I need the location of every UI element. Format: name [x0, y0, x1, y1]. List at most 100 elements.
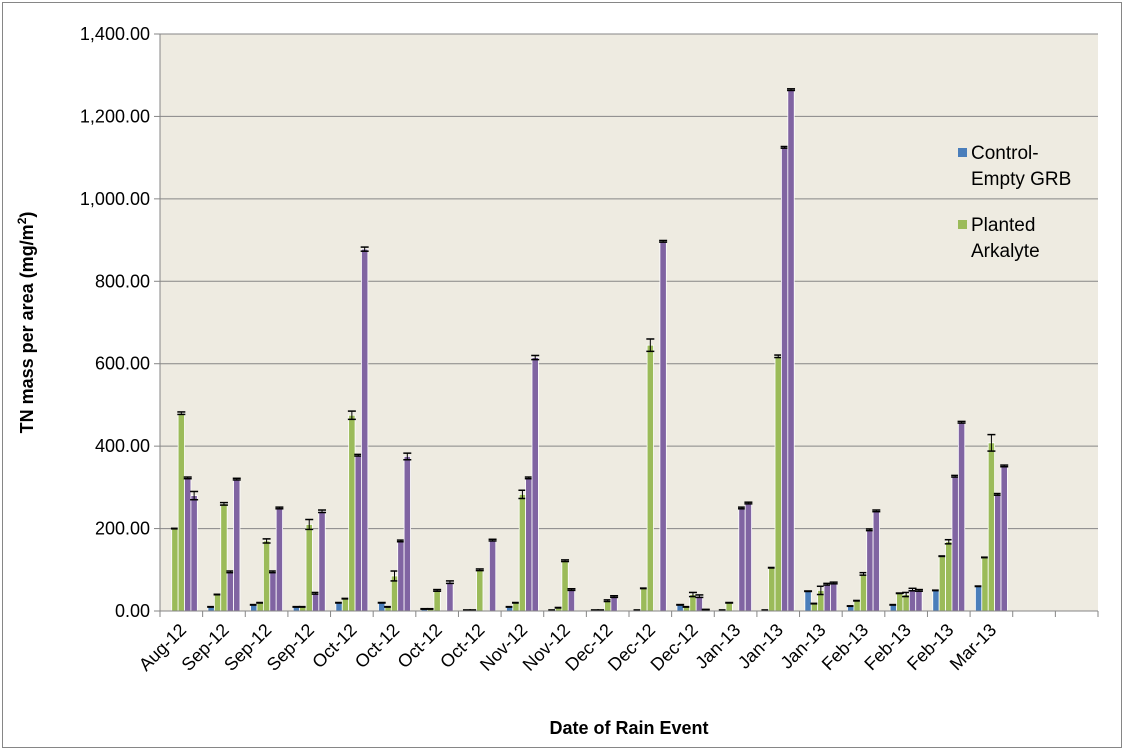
bar [975, 585, 983, 612]
bar [171, 528, 179, 612]
bar [184, 477, 192, 612]
bar [561, 560, 569, 612]
bar [744, 502, 752, 612]
x-axis-ticks: Aug-12Sep-12Sep-12Sep-12Oct-12Oct-12Oct-… [135, 611, 1099, 675]
bar [945, 541, 953, 612]
gridlines [160, 33, 1098, 530]
bar [335, 602, 343, 612]
bar [994, 493, 1002, 612]
x-tick-label: Jan-13 [691, 620, 744, 673]
bar [830, 582, 838, 612]
x-tick-label: Dec-12 [561, 620, 616, 675]
bar [659, 240, 667, 612]
bar [866, 529, 874, 612]
bar [738, 507, 746, 612]
y-tick-label: 0.00 [115, 601, 150, 621]
chart-svg: 0.00 200.00 400.00 600.00 800.00 1,000.00 1,20… [15, 24, 1099, 738]
bar [233, 478, 241, 612]
bar [341, 598, 350, 612]
x-tick-label: Aug-12 [135, 620, 190, 675]
bar [695, 595, 703, 612]
x-tick-label: Nov-12 [519, 620, 574, 675]
legend-label: Arkalyte [971, 241, 1040, 262]
y-tick-label: 1,400.00 [80, 24, 150, 44]
x-tick-label: Mar-13 [946, 620, 1000, 674]
bar [512, 602, 520, 612]
y-axis-ticks: 0.00 200.00 400.00 600.00 800.00 1,000.00 1,20… [80, 24, 160, 621]
y-axis-title-sup: 2 [15, 217, 29, 224]
legend: Control- Empty GRB Planted Arkalyte [958, 143, 1071, 262]
bar [213, 594, 222, 612]
y-axis-title-end: ) [17, 212, 37, 218]
y-tick-label: 200.00 [95, 519, 150, 539]
legend-swatch [958, 148, 967, 157]
y-tick-label: 1,200.00 [80, 106, 150, 126]
bars [170, 88, 1009, 612]
bar [787, 89, 795, 612]
x-tick-label: Sep-12 [263, 620, 318, 675]
bar [768, 567, 776, 612]
bar [433, 589, 441, 612]
bar [397, 540, 405, 612]
bar [804, 590, 812, 612]
bar [525, 477, 533, 612]
bar [646, 344, 654, 612]
legend-label: Empty GRB [971, 169, 1071, 190]
bar [531, 357, 539, 612]
legend-label: Planted [971, 215, 1035, 236]
bar [226, 571, 234, 612]
bar [262, 540, 271, 612]
bar [938, 555, 946, 612]
bar [810, 603, 819, 612]
bar [318, 510, 326, 612]
bar [908, 589, 917, 612]
x-tick-label: Feb-13 [860, 620, 914, 674]
bar [896, 592, 904, 612]
bar [725, 602, 733, 612]
bar [957, 421, 966, 612]
x-tick-label: Nov-12 [476, 620, 531, 675]
bar [915, 589, 923, 612]
y-axis-title: TN mass per area (mg/m2) [15, 212, 37, 434]
bar [981, 557, 989, 612]
bar [987, 442, 996, 612]
x-axis-title: Date of Rain Event [549, 718, 708, 738]
y-axis-title-main: TN mass per area (mg/m [17, 224, 37, 433]
bar [305, 524, 313, 612]
bar [781, 146, 789, 612]
bar [190, 495, 198, 612]
x-tick-label: Feb-13 [818, 620, 872, 674]
bar [476, 569, 484, 612]
x-tick-label: Oct-12 [351, 620, 403, 672]
bar [488, 539, 497, 612]
y-tick-label: 600.00 [95, 354, 150, 374]
bar [610, 596, 618, 612]
x-tick-label: Oct-12 [308, 620, 360, 672]
bar [275, 507, 283, 612]
plot-area [160, 34, 1098, 611]
bar [348, 414, 356, 612]
x-tick-label: Jan-13 [734, 620, 787, 673]
bar [177, 412, 185, 612]
bar [403, 456, 411, 612]
bar [951, 475, 959, 612]
bar [859, 573, 868, 612]
legend-swatch [958, 220, 967, 229]
bar [567, 589, 576, 612]
bar [446, 581, 454, 612]
y-tick-label: 400.00 [95, 436, 150, 456]
bar [220, 503, 228, 612]
x-tick-label: Feb-13 [903, 620, 957, 674]
x-tick-label: Dec-12 [604, 620, 659, 675]
bar [378, 602, 386, 612]
bar [269, 571, 277, 612]
bar [354, 454, 362, 612]
y-tick-label: 800.00 [95, 271, 150, 291]
bar [256, 602, 264, 612]
x-tick-label: Sep-12 [178, 620, 233, 675]
bar [932, 589, 940, 612]
bar [640, 587, 648, 612]
bar [518, 493, 527, 612]
legend-label: Control- [971, 143, 1039, 164]
